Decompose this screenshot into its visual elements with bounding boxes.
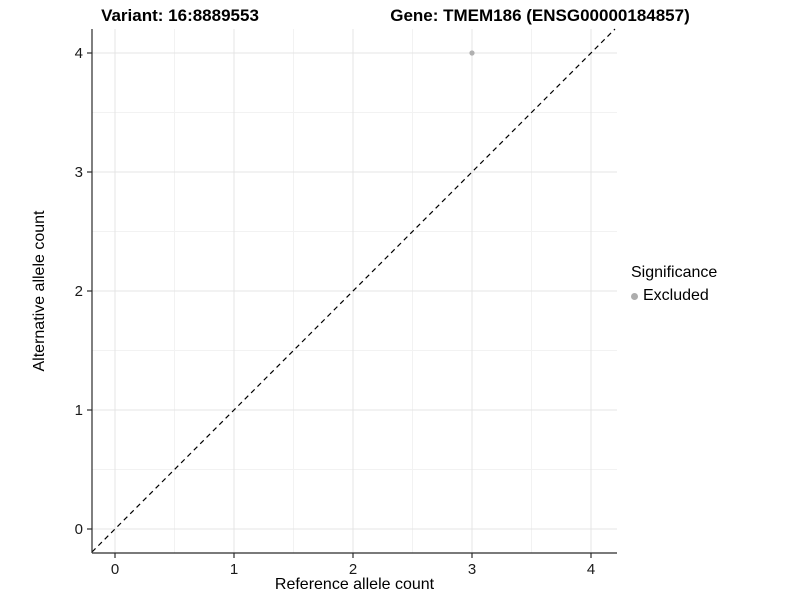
x-tick-label: 3 <box>468 561 476 578</box>
y-tick-label: 3 <box>75 164 83 181</box>
y-tick-label: 2 <box>75 283 83 300</box>
y-axis-title: Alternative allele count <box>31 210 48 372</box>
variant-title: Variant: 16:8889553 <box>101 6 259 25</box>
legend: Significance Excluded <box>631 264 717 305</box>
identity-dashed-line <box>91 28 616 553</box>
y-tick-label: 1 <box>75 402 83 419</box>
x-tick-label: 4 <box>587 561 595 578</box>
legend-item-excluded: Excluded <box>631 287 717 305</box>
excluded-point-icon <box>631 292 638 300</box>
x-axis-title: Reference allele count <box>274 576 435 593</box>
y-tick-label: 4 <box>75 45 83 62</box>
x-tick-label: 2 <box>349 561 357 578</box>
x-tick-label: 1 <box>230 561 238 578</box>
gene-title: Gene: TMEM186 (ENSG00000184857) <box>390 6 690 25</box>
legend-title: Significance <box>631 264 718 281</box>
legend-item-label: Excluded <box>643 287 709 304</box>
data-point-excluded <box>469 50 475 56</box>
x-tick-label: 0 <box>111 561 119 578</box>
y-tick-label: 0 <box>75 521 83 538</box>
